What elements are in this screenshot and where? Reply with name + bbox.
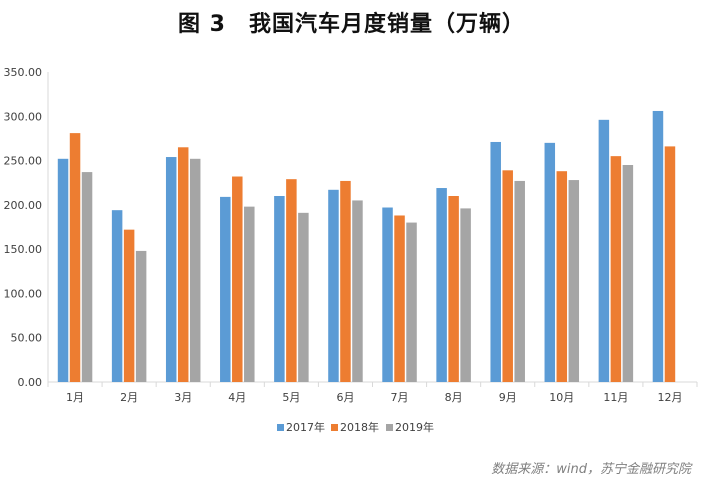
bar-2019年-2月 <box>135 250 147 382</box>
bar-2019年-10月 <box>568 180 580 382</box>
x-tick-label: 3月 <box>174 391 192 404</box>
legend-label: 2018年 <box>340 420 379 434</box>
x-tick-label: 4月 <box>228 391 246 404</box>
chart-axes <box>47 72 698 387</box>
legend-swatch <box>331 424 338 431</box>
x-tick-label: 6月 <box>336 391 354 404</box>
chart-bars <box>57 110 676 382</box>
legend-item: 2017年 <box>277 420 325 434</box>
bar-2018年-7月 <box>394 215 405 382</box>
bar-2018年-6月 <box>340 180 351 382</box>
bar-2018年-9月 <box>502 170 513 382</box>
bar-2017年-4月 <box>220 196 231 382</box>
legend-swatch <box>277 424 284 431</box>
bar-2017年-12月 <box>652 110 664 382</box>
x-axis-labels: 1月 2月 3月 4月 5月 6月 7月 8月 9月 10月 11月 12月 <box>66 391 682 404</box>
bar-2018年-5月 <box>286 179 297 382</box>
bar-2018年-10月 <box>556 171 568 382</box>
bar-2018年-8月 <box>448 196 459 382</box>
bar-2017年-11月 <box>598 119 610 382</box>
bar-2019年-6月 <box>352 200 363 382</box>
bar-2019年-9月 <box>514 180 525 382</box>
chart-legend: 2017年 2018年 2019年 <box>277 420 434 434</box>
x-tick-label: 11月 <box>603 391 628 404</box>
bar-2018年-11月 <box>610 156 622 382</box>
bar-2018年-4月 <box>232 176 243 382</box>
x-tick-label: 8月 <box>445 391 463 404</box>
data-source-note: 数据来源：wind，苏宁金融研究院 <box>491 462 691 477</box>
legend-item: 2018年 <box>331 420 379 434</box>
y-tick-label: 50.00 <box>11 332 43 345</box>
bar-2018年-12月 <box>664 146 676 382</box>
x-tick-label: 1月 <box>66 391 84 404</box>
bar-2019年-7月 <box>406 222 417 382</box>
bar-2017年-7月 <box>382 207 393 382</box>
y-tick-label: 200.00 <box>4 199 43 212</box>
bar-2018年-2月 <box>123 229 135 382</box>
bar-2017年-3月 <box>165 157 177 382</box>
bar-2017年-9月 <box>490 141 501 382</box>
bar-2017年-10月 <box>544 142 556 382</box>
bar-2019年-1月 <box>81 172 93 382</box>
bar-2019年-4月 <box>244 206 255 382</box>
x-tick-label: 2月 <box>120 391 138 404</box>
y-tick-label: 100.00 <box>4 287 43 300</box>
bar-2017年-5月 <box>274 196 285 382</box>
y-tick-label: 150.00 <box>4 243 43 256</box>
x-tick-label: 5月 <box>282 391 300 404</box>
bar-2017年-1月 <box>57 158 69 382</box>
y-tick-label: 300.00 <box>4 110 43 123</box>
legend-item: 2019年 <box>386 420 434 434</box>
bar-2019年-5月 <box>298 212 309 382</box>
bar-2019年-11月 <box>622 165 634 382</box>
bar-2019年-8月 <box>460 208 471 382</box>
y-tick-label: 250.00 <box>4 155 43 168</box>
x-tick-label: 12月 <box>657 391 682 404</box>
bar-2017年-2月 <box>111 210 123 382</box>
x-tick-label: 10月 <box>549 391 574 404</box>
bar-2018年-1月 <box>69 133 81 382</box>
y-tick-label: 0.00 <box>18 376 43 389</box>
x-tick-label: 7月 <box>391 391 409 404</box>
chart-title: 图 3 我国汽车月度销量（万辆） <box>178 12 525 37</box>
bar-2017年-8月 <box>436 188 447 382</box>
legend-label: 2019年 <box>395 420 434 434</box>
bar-2019年-3月 <box>189 158 201 382</box>
legend-label: 2017年 <box>286 420 325 434</box>
y-tick-label: 350.00 <box>4 66 43 79</box>
y-axis-labels: 0.00 50.00 100.00 150.00 200.00 250.00 300.00 3… <box>4 66 43 389</box>
x-tick-label: 9月 <box>499 391 517 404</box>
legend-swatch <box>386 424 393 431</box>
bar-2017年-6月 <box>328 189 339 382</box>
bar-2018年-3月 <box>177 147 189 382</box>
